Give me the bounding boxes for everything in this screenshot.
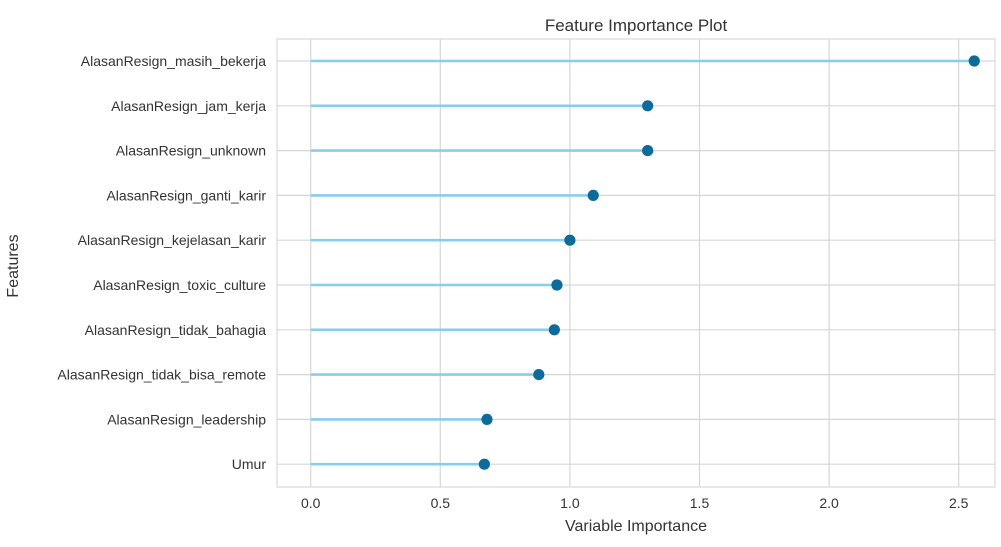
ytick-label: AlasanResign_tidak_bahagia [85,322,267,338]
xtick-label: 1.5 [690,495,710,511]
ytick-label: AlasanResign_ganti_karir [106,187,266,203]
xtick-label: 2.0 [819,495,839,511]
y-axis-label: Features [5,234,22,297]
ytick-label: AlasanResign_jam_kerja [111,98,266,114]
xtick-label: 0.5 [431,495,451,511]
stems-layer [310,59,975,466]
lollipop-marker [481,413,493,425]
xtick-label: 1.0 [560,495,580,511]
ytick-label: AlasanResign_leadership [107,411,266,427]
x-axis-label: Variable Importance [565,518,707,535]
lollipop-marker [642,100,654,112]
lollipop-marker [642,145,654,157]
ytick-label: AlasanResign_unknown [116,143,266,159]
lollipop-marker [548,324,560,336]
lollipop-marker [478,458,490,470]
lollipop-marker [587,189,599,201]
lollipop-marker [968,55,980,67]
xtick-label: 0.0 [301,495,321,511]
lollipop-marker [551,279,563,291]
ytick-labels: AlasanResign_masih_bekerja AlasanResign_j… [57,53,266,472]
markers-layer [478,55,980,470]
ytick-label: AlasanResign_tidak_bisa_remote [57,367,266,383]
ytick-label: Umur [232,456,267,472]
ytick-label: AlasanResign_masih_bekerja [81,53,266,69]
chart-title: Feature Importance Plot [545,16,728,35]
lollipop-marker [564,234,576,246]
xtick-label: 2.5 [949,495,969,511]
lollipop-marker [533,369,545,381]
ytick-label: AlasanResign_kejelasan_karir [78,232,267,248]
plot-frame [276,38,996,488]
ytick-label: AlasanResign_toxic_culture [93,277,266,293]
xtick-labels: 0.0 0.5 1.0 1.5 2.0 2.5 [301,495,969,511]
